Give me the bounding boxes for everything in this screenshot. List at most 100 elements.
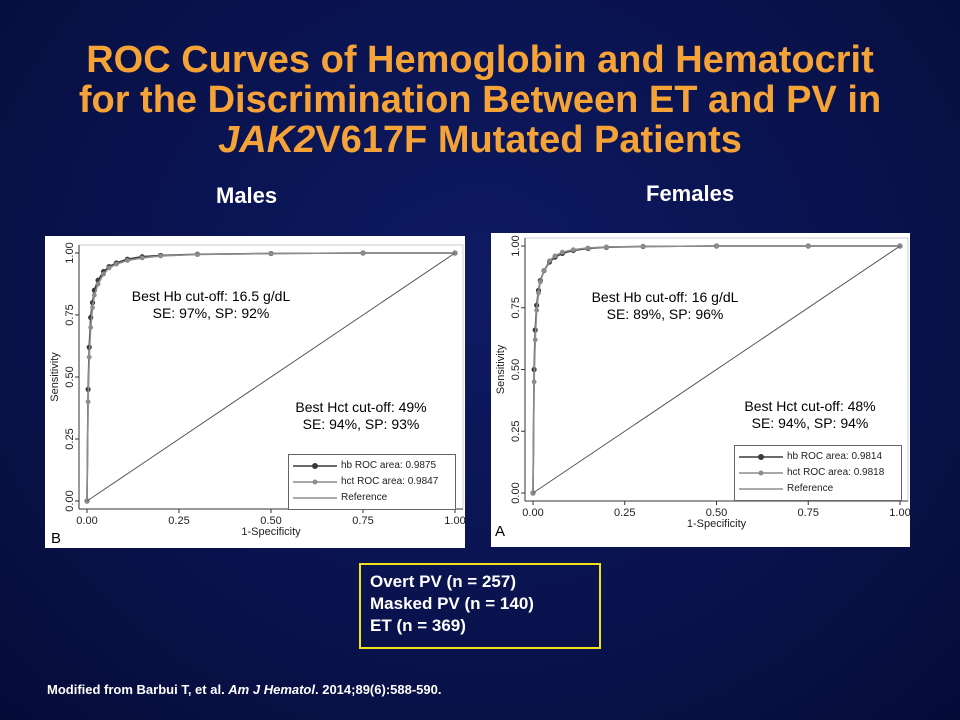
hct-roc-point [106, 265, 112, 271]
hct-roc-point [534, 307, 540, 313]
legend-label-reference: Reference [341, 492, 388, 503]
legend-item-reference: Reference [289, 490, 455, 506]
title-line-3-rest: V617F Mutated Patients [315, 119, 742, 161]
y-tick-label: 0.00 [64, 490, 76, 511]
hct-roc-point [536, 290, 541, 296]
x-tick-label: 0.00 [522, 507, 543, 519]
hct-cutoff-line2: SE: 94%, SP: 94% [751, 415, 869, 431]
x-tick-label: 0.50 [260, 515, 281, 527]
hct-roc-point [585, 245, 591, 251]
hct-roc-point [86, 354, 92, 360]
hct-roc-point [714, 243, 719, 249]
y-tick-label: 1.00 [64, 242, 76, 263]
hct-roc-point [604, 244, 609, 250]
title-line-3: JAK2V617F Mutated Patients [0, 120, 960, 160]
legend-item-hb: hb ROC area: 0.9814 [735, 449, 901, 465]
reference-line [532, 245, 901, 494]
legend-item-hct: hct ROC area: 0.9818 [735, 465, 901, 481]
legend-item-hb: hb ROC area: 0.9875 [289, 458, 455, 474]
legend-label-hb: hb ROC area: 0.9875 [341, 460, 437, 471]
hct-roc-point [541, 268, 547, 274]
hct-roc-point [114, 261, 119, 267]
hct-cutoff-line2: SE: 94%, SP: 93% [302, 416, 420, 432]
x-tick-label: 0.75 [352, 515, 373, 527]
x-tick-label: 0.25 [614, 507, 635, 519]
y-tick-label: 0.75 [64, 304, 76, 325]
reference-line [86, 252, 456, 502]
citation-journal: Am J Hematol [228, 682, 315, 697]
cohort-masked-pv: Masked PV (n = 140) [370, 594, 534, 613]
x-tick-label: 0.50 [706, 507, 727, 519]
hct-roc-point [85, 399, 91, 405]
males-roc-chart: 0.00 0.25 0.50 0.75 1.00 0.00 0.25 0.50 0.75 1.00… [45, 236, 465, 548]
hct-roc-point [531, 379, 537, 385]
hct-roc-point [268, 251, 274, 256]
cohort-et: ET (n = 369) [370, 616, 466, 635]
y-tick-label: 0.25 [64, 428, 76, 449]
hct-cutoff-line1: Best Hct cut-off: 49% [295, 399, 427, 415]
hb-cutoff-annotation: Best Hb cut-off: 16 g/dL SE: 89%, SP: 96… [565, 289, 765, 323]
hct-roc-point [537, 279, 543, 285]
hb-cutoff-line2: SE: 89%, SP: 96% [606, 306, 724, 322]
citation-prefix: Modified from Barbui T, et al. [47, 682, 229, 697]
chart-legend: hb ROC area: 0.9814 hct ROC area: 0.9818… [734, 445, 902, 501]
slide-title: ROC Curves of Hemoglobin and Hematocrit … [0, 40, 960, 160]
legend-label-reference: Reference [787, 483, 834, 494]
title-line-2: for the Discrimination Between ET and PV… [78, 79, 882, 121]
y-tick-label: 0.50 [510, 359, 522, 380]
hct-roc-point [88, 325, 94, 330]
hct-roc-point [547, 258, 552, 264]
citation-suffix: . 2014;89(6):588-590. [315, 682, 442, 697]
hct-roc-point [570, 247, 576, 253]
hct-roc-point [91, 292, 97, 298]
legend-item-hct: hct ROC area: 0.9847 [289, 474, 455, 490]
legend-label-hb: hb ROC area: 0.9814 [787, 451, 883, 462]
panel-letter: B [51, 530, 62, 547]
hb-cutoff-line1: Best Hb cut-off: 16 g/dL [591, 289, 739, 305]
hct-roc-point [532, 337, 538, 343]
y-axis-title: Sensitivity [49, 352, 61, 402]
males-roc-svg: 0.00 0.25 0.50 0.75 1.00 0.00 0.25 0.50 0.75 1.00… [49, 242, 465, 538]
hct-roc-point [139, 255, 145, 261]
hb-cutoff-line2: SE: 97%, SP: 92% [152, 305, 270, 321]
x-tick-label: 1.00 [444, 515, 465, 527]
y-tick-label: 0.25 [510, 421, 522, 442]
females-roc-chart: 0.00 0.25 0.50 0.75 1.00 0.00 0.25 0.50 0.75 1.00… [491, 233, 910, 547]
hct-roc-point [640, 244, 646, 249]
citation: Modified from Barbui T, et al. Am J Hema… [47, 682, 441, 697]
hct-cutoff-annotation: Best Hct cut-off: 49% SE: 94%, SP: 93% [271, 399, 451, 433]
hct-cutoff-line1: Best Hct cut-off: 48% [744, 398, 876, 414]
legend-label-hct: hct ROC area: 0.9847 [341, 476, 439, 487]
males-label: Males [216, 183, 278, 208]
hb-cutoff-annotation: Best Hb cut-off: 16.5 g/dL SE: 97%, SP: … [111, 288, 311, 322]
legend-label-hct: hct ROC area: 0.9818 [787, 467, 885, 478]
chart-legend: hb ROC area: 0.9875 hct ROC area: 0.9847… [288, 454, 456, 510]
y-tick-label: 0.75 [510, 297, 522, 318]
hct-roc-point [195, 252, 200, 257]
x-axis-title: 1-Specificity [241, 526, 301, 538]
cohort-info-box: Overt PV (n = 257) Masked PV (n = 140) E… [359, 563, 601, 649]
hct-roc-point [552, 253, 558, 259]
females-label: Females [646, 181, 735, 206]
x-tick-label: 1.00 [889, 507, 910, 519]
y-axis-title: Sensitivity [495, 344, 507, 394]
hb-cutoff-line1: Best Hb cut-off: 16.5 g/dL [131, 288, 291, 304]
y-tick-label: 0.00 [510, 482, 522, 503]
x-tick-label: 0.00 [76, 515, 97, 527]
hct-roc-point [360, 250, 366, 256]
y-tick-label: 1.00 [510, 235, 522, 256]
panel-letter: A [495, 523, 506, 540]
hct-cutoff-annotation: Best Hct cut-off: 48% SE: 94%, SP: 94% [720, 398, 900, 432]
y-tick-label: 0.50 [64, 366, 76, 387]
hct-roc-point [101, 271, 106, 277]
x-tick-label: 0.25 [168, 515, 189, 527]
title-line-1: ROC Curves of Hemoglobin and Hematocrit [86, 39, 874, 81]
hct-roc-point [805, 243, 811, 249]
hct-roc-point [125, 258, 130, 263]
x-tick-label: 0.75 [798, 507, 819, 519]
females-roc-svg: 0.00 0.25 0.50 0.75 1.00 0.00 0.25 0.50 0.75 1.00… [495, 235, 910, 530]
x-axis-title: 1-Specificity [687, 518, 747, 530]
title-gene: JAK2 [218, 119, 316, 161]
cohort-overt-pv: Overt PV (n = 257) [370, 572, 516, 591]
hct-roc-point [90, 305, 95, 310]
